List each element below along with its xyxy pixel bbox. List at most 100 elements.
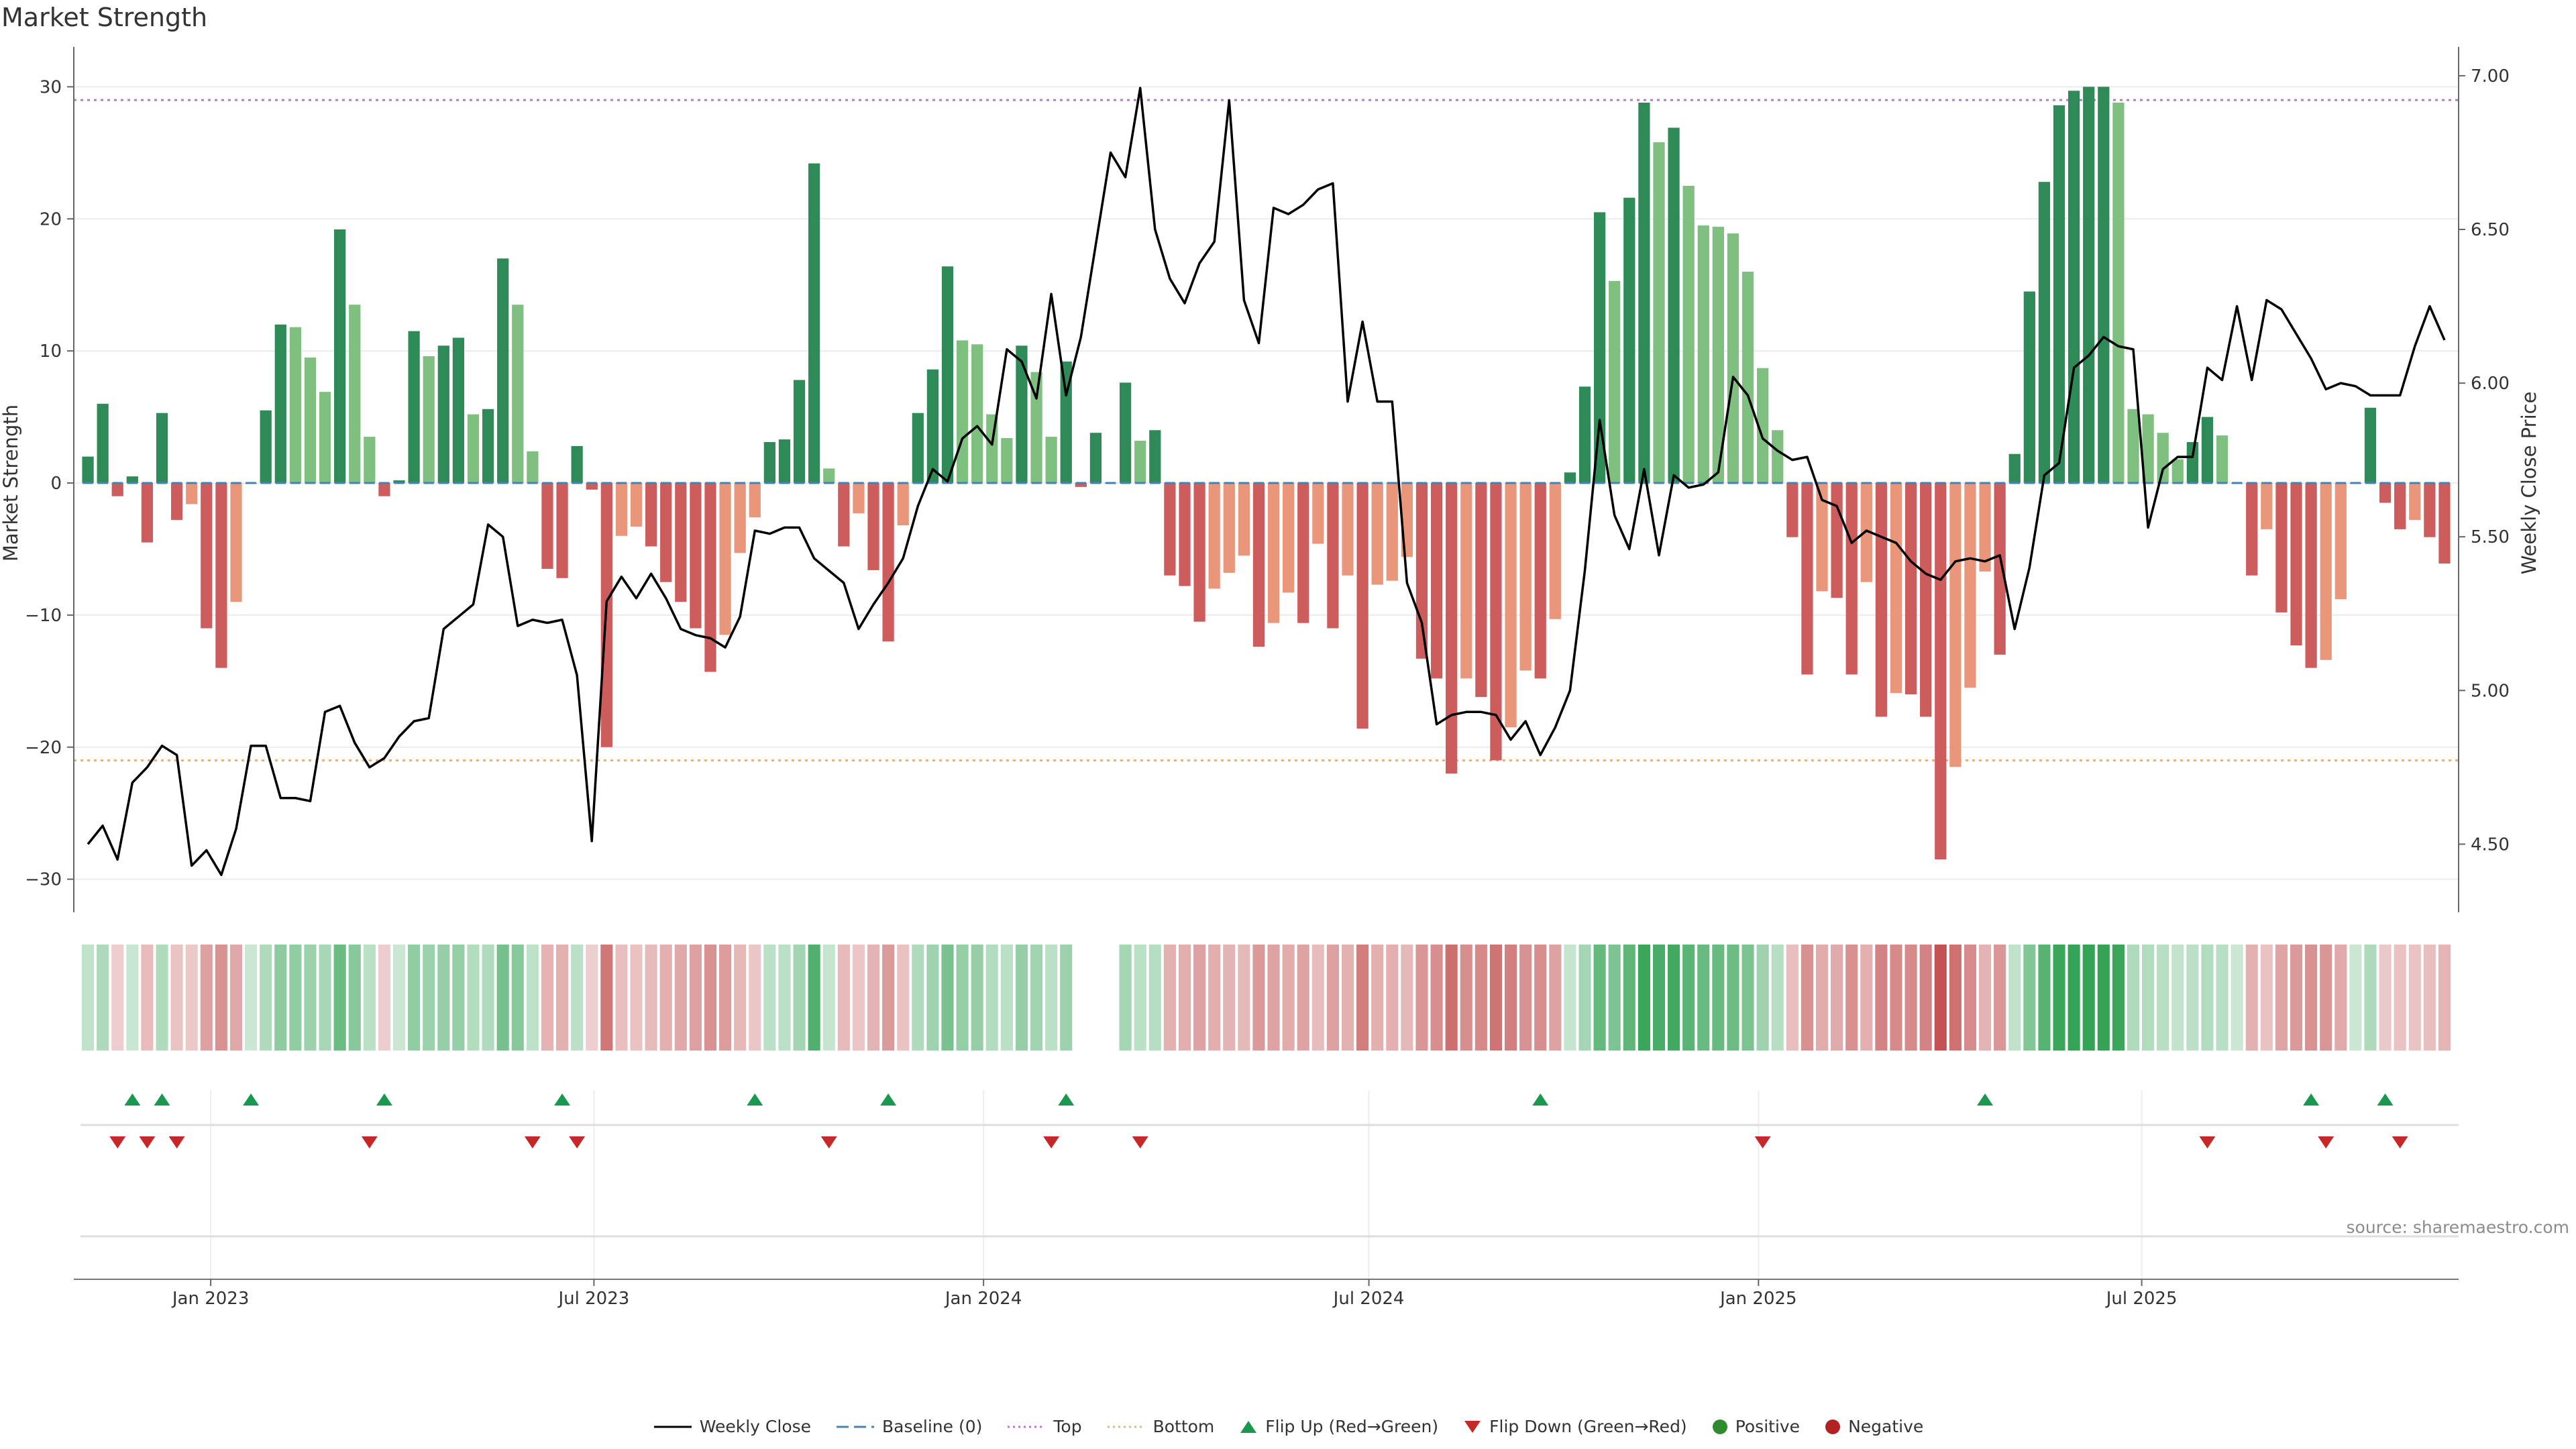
positive-strength-bar [2053, 105, 2065, 483]
heatmap-cell-positive [1000, 945, 1013, 1051]
heatmap-cell-positive [1756, 945, 1769, 1051]
heatmap-cell-negative [630, 945, 643, 1051]
heatmap-cell-negative [586, 945, 598, 1051]
flip-up-marker [1977, 1093, 1994, 1106]
negative-strength-bar [586, 483, 598, 490]
heatmap-cell-negative [852, 945, 865, 1051]
positive-strength-bar [1593, 212, 1606, 483]
heatmap-cell-positive [2068, 945, 2080, 1051]
heatmap-cell-negative [2290, 945, 2303, 1051]
legend-label: Flip Down (Green→Red) [1489, 1417, 1687, 1436]
heatmap-cell-positive [793, 945, 806, 1051]
y-tick-label: 0 [50, 474, 62, 494]
heatmap-cell-positive [2038, 945, 2051, 1051]
positive-strength-bar [527, 451, 539, 483]
positive-strength-bar [2171, 459, 2184, 483]
heatmap-cell-positive [408, 945, 421, 1051]
heatmap-cell-negative [1934, 945, 1947, 1051]
negative-strength-bar [704, 483, 716, 672]
legend-flip-down[interactable]: Flip Down (Green→Red) [1462, 1417, 1687, 1436]
negative-strength-bar [1252, 483, 1265, 647]
heatmap-cell-negative [2423, 945, 2436, 1051]
legend-dash-swatch [837, 1426, 875, 1428]
positive-strength-bar [1089, 433, 1102, 483]
negative-strength-bar [897, 483, 909, 525]
weekly-close-line [87, 87, 2446, 876]
heatmap-cell-positive [467, 945, 480, 1051]
y2-tick-label: 4.50 [2471, 835, 2510, 855]
negative-strength-bar [1327, 483, 1339, 629]
negative-strength-bar [1845, 483, 1858, 675]
x-tick-label: Jul 2025 [2105, 1289, 2178, 1309]
y-tick-label: −30 [25, 870, 62, 890]
negative-strength-bar [1786, 483, 1799, 537]
positive-strength-bar [423, 356, 435, 483]
heatmap-cell-negative [615, 945, 628, 1051]
heatmap-cell-positive [126, 945, 139, 1051]
legend-bottom[interactable]: Bottom [1106, 1417, 1215, 1436]
positive-strength-bar [1727, 233, 1739, 483]
heatmap-cell-positive [1608, 945, 1621, 1051]
negative-strength-bar [853, 483, 865, 514]
heatmap-cell-positive [985, 945, 998, 1051]
legend-label: Bottom [1152, 1417, 1215, 1436]
legend-negative[interactable]: Negative [1824, 1417, 1923, 1436]
heatmap-cell-positive [245, 945, 258, 1051]
negative-strength-bar [1297, 483, 1309, 623]
negative-strength-bar [1549, 483, 1561, 619]
positive-strength-bar [1001, 438, 1013, 483]
heatmap-cell-positive [2349, 945, 2362, 1051]
negative-strength-bar [882, 483, 894, 642]
heatmap-cell-negative [1994, 945, 2006, 1051]
heatmap-cell-positive [1578, 945, 1591, 1051]
negative-strength-bar [2320, 483, 2332, 660]
heatmap-cell-positive [526, 945, 539, 1051]
heatmap-cell-negative [2275, 945, 2288, 1051]
y-tick-label: 20 [40, 209, 62, 229]
flip-down-marker [2392, 1136, 2408, 1148]
legend-flip-up[interactable]: Flip Up (Red→Green) [1238, 1417, 1438, 1436]
heatmap-cell-negative [229, 945, 243, 1051]
negative-strength-bar [1875, 483, 1888, 717]
heatmap-cell-negative [719, 945, 732, 1051]
negative-strength-bar [615, 483, 628, 536]
heatmap-cell-negative [378, 945, 390, 1051]
heatmap-cell-negative [897, 945, 910, 1051]
positive-strength-bar [364, 437, 376, 483]
heatmap-cell-negative [200, 945, 213, 1051]
strength-bars [82, 87, 2451, 860]
negative-strength-bar [170, 483, 183, 521]
heatmap-cell-negative [749, 945, 761, 1051]
positive-strength-bar [2201, 417, 2214, 483]
heatmap-cell-negative [1445, 945, 1458, 1051]
strength-heatmap [81, 945, 2451, 1051]
legend-weekly-close[interactable]: Weekly Close [653, 1417, 811, 1436]
heatmap-cell-negative [1504, 945, 1517, 1051]
negative-strength-bar [1164, 483, 1176, 576]
heatmap-cell-positive [511, 945, 524, 1051]
legend-top[interactable]: Top [1006, 1417, 1082, 1436]
legend-positive[interactable]: Positive [1711, 1417, 1800, 1436]
heatmap-cell-positive [348, 945, 361, 1051]
positive-strength-bar [334, 229, 346, 483]
heatmap-cell-positive [260, 945, 272, 1051]
flip-down-marker [109, 1136, 126, 1148]
y2-axis-title: Weekly Close Price [2518, 392, 2540, 575]
heatmap-cell-positive [1712, 945, 1725, 1051]
heatmap-cell-negative [1890, 945, 1902, 1051]
heatmap-cell-positive [1119, 945, 1132, 1051]
heatmap-cell-negative [1430, 945, 1443, 1051]
heatmap-cell-positive [1134, 945, 1146, 1051]
heatmap-cell-positive [971, 945, 983, 1051]
flip-down-marker [1043, 1136, 1060, 1148]
heatmap-cell-negative [1549, 945, 1562, 1051]
positive-strength-bar [941, 266, 954, 483]
negative-strength-bar [1267, 483, 1280, 623]
legend-dot-swatch [1008, 1426, 1046, 1428]
negative-strength-bar [1534, 483, 1546, 679]
positive-strength-bar [1741, 272, 1754, 483]
negative-strength-bar [201, 483, 213, 629]
heatmap-cell-negative [1386, 945, 1399, 1051]
heatmap-cell-positive [808, 945, 820, 1051]
legend-baseline[interactable]: Baseline (0) [835, 1417, 982, 1436]
